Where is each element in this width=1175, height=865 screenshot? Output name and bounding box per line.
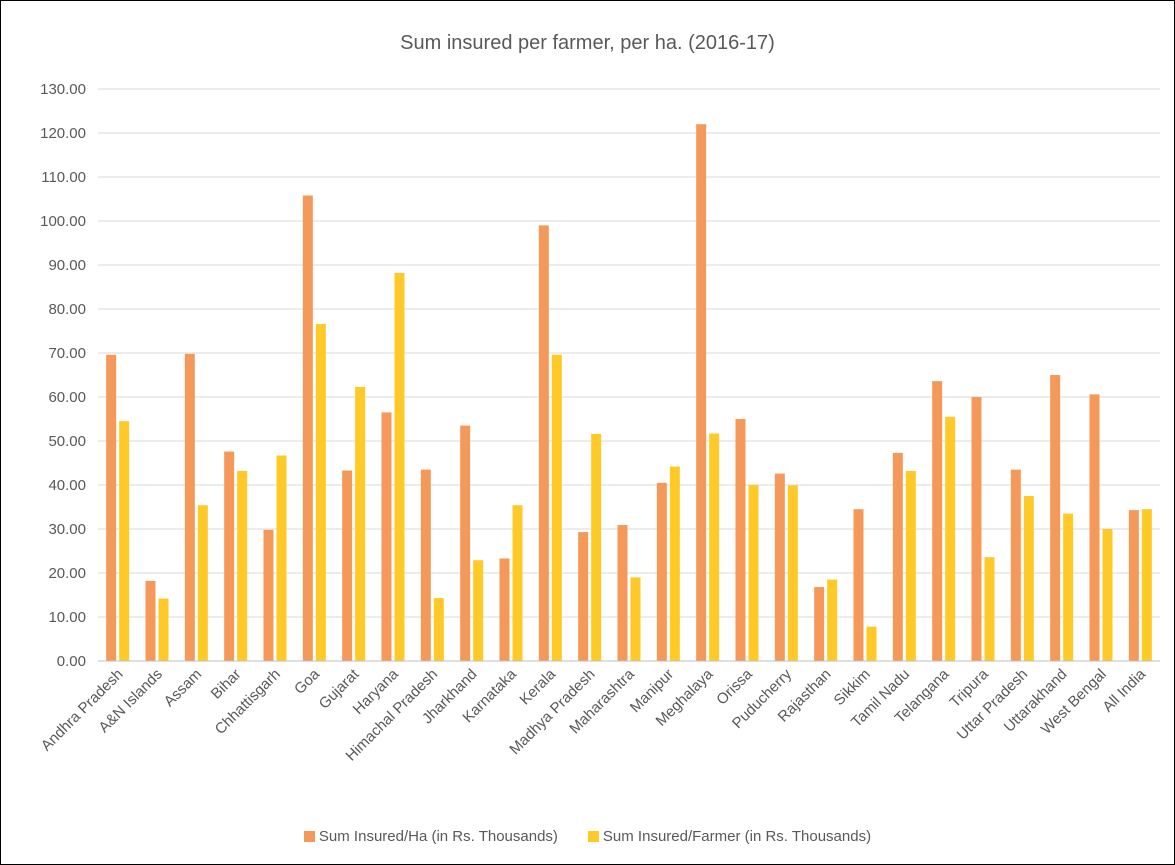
y-tick-label: 30.00 bbox=[48, 521, 86, 538]
legend: Sum Insured/Ha (in Rs. Thousands) Sum In… bbox=[0, 828, 1175, 845]
x-tick-label: Bihar bbox=[208, 666, 245, 703]
bar-sum-insured-farmer bbox=[1063, 513, 1074, 661]
bar-sum-insured-ha bbox=[460, 425, 471, 661]
bar-sum-insured-ha bbox=[263, 529, 274, 661]
bar-sum-insured-ha bbox=[617, 525, 628, 661]
bar-sum-insured-ha bbox=[342, 470, 353, 661]
bar-sum-insured-ha bbox=[106, 354, 117, 661]
y-tick-label: 50.00 bbox=[48, 433, 86, 450]
bar-sum-insured-farmer bbox=[551, 354, 562, 661]
y-axis-ticks: 0.00 10.00 20.00 30.00 40.00 50.00 60.00 70.00 8… bbox=[40, 81, 86, 670]
y-tick-label: 100.00 bbox=[40, 213, 86, 230]
bar-sum-insured-ha bbox=[1089, 394, 1100, 661]
bar-sum-insured-farmer bbox=[158, 598, 169, 661]
legend-item-sum-insured-ha: Sum Insured/Ha (in Rs. Thousands) bbox=[303, 828, 558, 845]
bar-sum-insured-farmer bbox=[315, 323, 326, 661]
gridlines bbox=[98, 88, 1160, 618]
bar-sum-insured-ha bbox=[1128, 510, 1139, 661]
bar-sum-insured-farmer bbox=[512, 505, 523, 661]
y-tick-label: 90.00 bbox=[48, 257, 86, 274]
bar-sum-insured-farmer bbox=[237, 470, 248, 661]
bar-sum-insured-ha bbox=[224, 451, 235, 661]
bar-sum-insured-ha bbox=[499, 558, 510, 661]
legend-label-sum-insured-farmer: Sum Insured/Farmer (in Rs. Thousands) bbox=[602, 828, 872, 845]
bar-sum-insured-farmer bbox=[866, 626, 877, 661]
y-tick-label: 80.00 bbox=[48, 301, 86, 318]
bar-sum-insured-farmer bbox=[355, 386, 366, 661]
x-tick-label: Assam bbox=[161, 666, 205, 710]
bars bbox=[106, 124, 1152, 662]
x-tick-label: All India bbox=[1099, 665, 1149, 715]
bar-sum-insured-farmer bbox=[197, 505, 208, 661]
bar-sum-insured-ha bbox=[735, 419, 746, 661]
bar-sum-insured-farmer bbox=[1141, 509, 1152, 661]
bar-sum-insured-ha bbox=[774, 473, 785, 661]
bar-sum-insured-ha bbox=[696, 124, 707, 661]
y-tick-label: 10.00 bbox=[48, 609, 86, 626]
bar-sum-insured-farmer bbox=[433, 598, 444, 661]
bar-sum-insured-farmer bbox=[748, 485, 759, 661]
bar-sum-insured-farmer bbox=[1023, 496, 1034, 661]
bar-sum-insured-ha bbox=[381, 412, 392, 661]
bar-sum-insured-ha bbox=[145, 580, 156, 661]
bar-sum-insured-ha bbox=[184, 353, 195, 661]
x-tick-label: Goa bbox=[291, 665, 324, 698]
bar-sum-insured-farmer bbox=[1102, 529, 1113, 661]
legend-label-sum-insured-ha: Sum Insured/Ha (in Rs. Thousands) bbox=[318, 828, 558, 845]
bar-sum-insured-farmer bbox=[276, 455, 287, 661]
y-tick-label: 120.00 bbox=[40, 125, 86, 142]
bar-sum-insured-farmer bbox=[119, 421, 130, 661]
legend-item-sum-insured-farmer: Sum Insured/Farmer (in Rs. Thousands) bbox=[587, 828, 872, 845]
bar-sum-insured-ha bbox=[932, 381, 943, 661]
legend-swatch-sum-insured-ha bbox=[303, 831, 315, 842]
bar-sum-insured-ha bbox=[814, 587, 825, 661]
y-tick-label: 70.00 bbox=[48, 345, 86, 362]
bar-sum-insured-ha bbox=[656, 482, 667, 661]
bar-sum-insured-ha bbox=[302, 195, 313, 662]
bar-sum-insured-ha bbox=[971, 397, 982, 661]
bar-sum-insured-farmer bbox=[394, 272, 405, 661]
bar-sum-insured-ha bbox=[1050, 375, 1061, 661]
bar-sum-insured-ha bbox=[892, 452, 903, 661]
bar-sum-insured-farmer bbox=[827, 579, 838, 661]
bar-sum-insured-ha bbox=[578, 532, 589, 661]
bar-sum-insured-ha bbox=[1010, 469, 1021, 661]
y-tick-label: 60.00 bbox=[48, 389, 86, 406]
bar-sum-insured-farmer bbox=[905, 470, 916, 661]
bar-sum-insured-ha bbox=[420, 469, 431, 661]
bar-sum-insured-farmer bbox=[630, 577, 641, 661]
bar-sum-insured-farmer bbox=[945, 416, 956, 661]
bar-sum-insured-farmer bbox=[984, 557, 995, 661]
y-tick-label: 20.00 bbox=[48, 565, 86, 582]
y-tick-label: 0.00 bbox=[57, 653, 86, 670]
bar-sum-insured-ha bbox=[853, 509, 864, 661]
bar-sum-insured-farmer bbox=[709, 433, 720, 661]
bar-sum-insured-ha bbox=[538, 225, 549, 661]
y-tick-label: 110.00 bbox=[41, 169, 86, 186]
bar-sum-insured-farmer bbox=[473, 560, 484, 661]
legend-swatch-sum-insured-farmer bbox=[587, 831, 599, 842]
bar-sum-insured-farmer bbox=[787, 485, 798, 661]
y-tick-label: 40.00 bbox=[48, 477, 86, 494]
y-tick-label: 130.00 bbox=[40, 81, 86, 98]
bar-sum-insured-farmer bbox=[669, 466, 680, 661]
bar-sum-insured-farmer bbox=[591, 433, 602, 661]
chart-title: Sum insured per farmer, per ha. (2016-17… bbox=[400, 32, 775, 54]
